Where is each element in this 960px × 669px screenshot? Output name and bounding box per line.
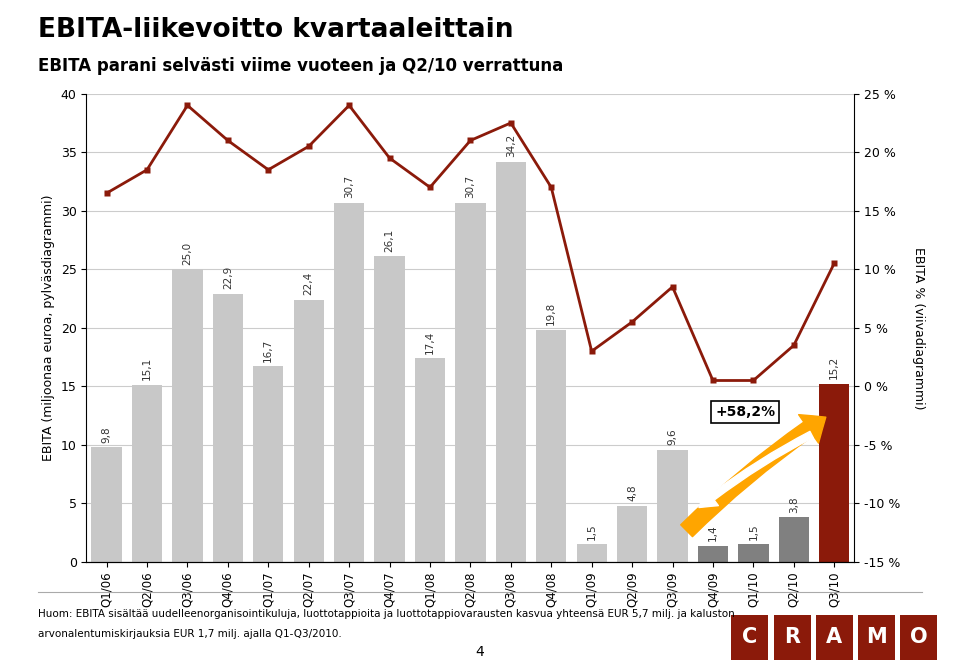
Bar [294, 300, 324, 562]
FancyBboxPatch shape [858, 615, 895, 660]
Text: 25,0: 25,0 [182, 242, 192, 264]
Bar [374, 256, 405, 562]
Text: 16,7: 16,7 [263, 339, 274, 362]
Text: 1,5: 1,5 [587, 523, 597, 540]
Text: O: O [910, 628, 927, 647]
Text: 17,4: 17,4 [425, 330, 435, 353]
Text: 4,8: 4,8 [627, 484, 637, 501]
Text: EBITA-liikevoitto kvartaaleittain: EBITA-liikevoitto kvartaaleittain [38, 17, 514, 43]
Text: 1,4: 1,4 [708, 524, 718, 541]
Text: 15,2: 15,2 [829, 356, 839, 379]
Bar [132, 385, 162, 562]
Bar [617, 506, 647, 562]
Text: 22,4: 22,4 [303, 272, 314, 295]
Bar [415, 359, 445, 562]
Text: 15,1: 15,1 [142, 357, 152, 381]
Text: M: M [866, 628, 887, 647]
Text: C: C [742, 628, 757, 647]
Y-axis label: EBITA % (viivadiagrammi): EBITA % (viivadiagrammi) [912, 247, 924, 409]
Bar [253, 367, 283, 562]
Text: +58,2%: +58,2% [715, 405, 776, 419]
Bar [577, 545, 607, 562]
Text: arvonalentumiskirjauksia EUR 1,7 milj. ajalla Q1-Q3/2010.: arvonalentumiskirjauksia EUR 1,7 milj. a… [38, 629, 342, 639]
Text: 19,8: 19,8 [546, 302, 556, 325]
Bar [91, 447, 122, 562]
Text: 3,8: 3,8 [789, 496, 799, 512]
Bar [495, 161, 526, 562]
Text: R: R [784, 628, 800, 647]
Text: 22,9: 22,9 [223, 266, 233, 289]
Bar [658, 450, 687, 562]
FancyBboxPatch shape [816, 615, 852, 660]
Text: 9,6: 9,6 [667, 428, 678, 445]
Bar [698, 546, 728, 562]
Bar [738, 545, 769, 562]
Bar [819, 384, 850, 562]
Y-axis label: EBITA (miljoonaa euroa, pylväsdiagrammi): EBITA (miljoonaa euroa, pylväsdiagrammi) [42, 195, 56, 461]
Text: Huom: EBITA sisältää uudelleenorganisointikuluja, luottotappioita ja luottotappi: Huom: EBITA sisältää uudelleenorganisoin… [38, 609, 735, 619]
Bar [172, 269, 203, 562]
Text: 30,7: 30,7 [344, 175, 354, 198]
Text: 1,5: 1,5 [749, 523, 758, 540]
Bar [334, 203, 364, 562]
FancyBboxPatch shape [900, 615, 937, 660]
Text: 30,7: 30,7 [466, 175, 475, 198]
Text: 34,2: 34,2 [506, 134, 516, 157]
Text: 9,8: 9,8 [102, 426, 111, 443]
Bar [213, 294, 243, 562]
FancyBboxPatch shape [732, 615, 768, 660]
Bar [455, 203, 486, 562]
Text: 4: 4 [475, 645, 485, 659]
Text: EBITA parani selvästi viime vuoteen ja Q2/10 verrattuna: EBITA parani selvästi viime vuoteen ja Q… [38, 57, 564, 75]
FancyBboxPatch shape [774, 615, 810, 660]
Bar [536, 330, 566, 562]
Text: 26,1: 26,1 [385, 228, 395, 252]
Bar [779, 518, 809, 562]
Text: A: A [827, 628, 843, 647]
